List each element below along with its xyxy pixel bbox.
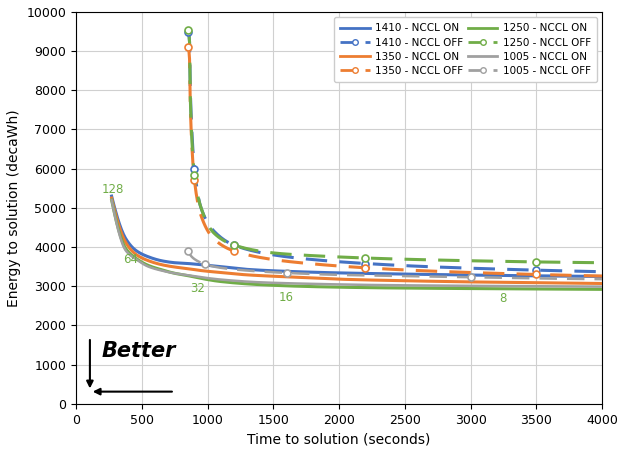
Text: 64: 64 bbox=[122, 253, 138, 266]
Y-axis label: Energy to solution (decaWh): Energy to solution (decaWh) bbox=[7, 109, 21, 307]
Text: 8: 8 bbox=[499, 292, 507, 305]
X-axis label: Time to solution (seconds): Time to solution (seconds) bbox=[248, 432, 431, 446]
Text: 32: 32 bbox=[191, 282, 206, 295]
Text: 128: 128 bbox=[102, 183, 124, 196]
Text: Better: Better bbox=[102, 341, 176, 361]
Text: 16: 16 bbox=[279, 291, 294, 304]
Legend: 1410 - NCCL ON, 1410 - NCCL OFF, 1350 - NCCL ON, 1350 - NCCL OFF, 1250 - NCCL ON: 1410 - NCCL ON, 1410 - NCCL OFF, 1350 - … bbox=[334, 17, 597, 82]
